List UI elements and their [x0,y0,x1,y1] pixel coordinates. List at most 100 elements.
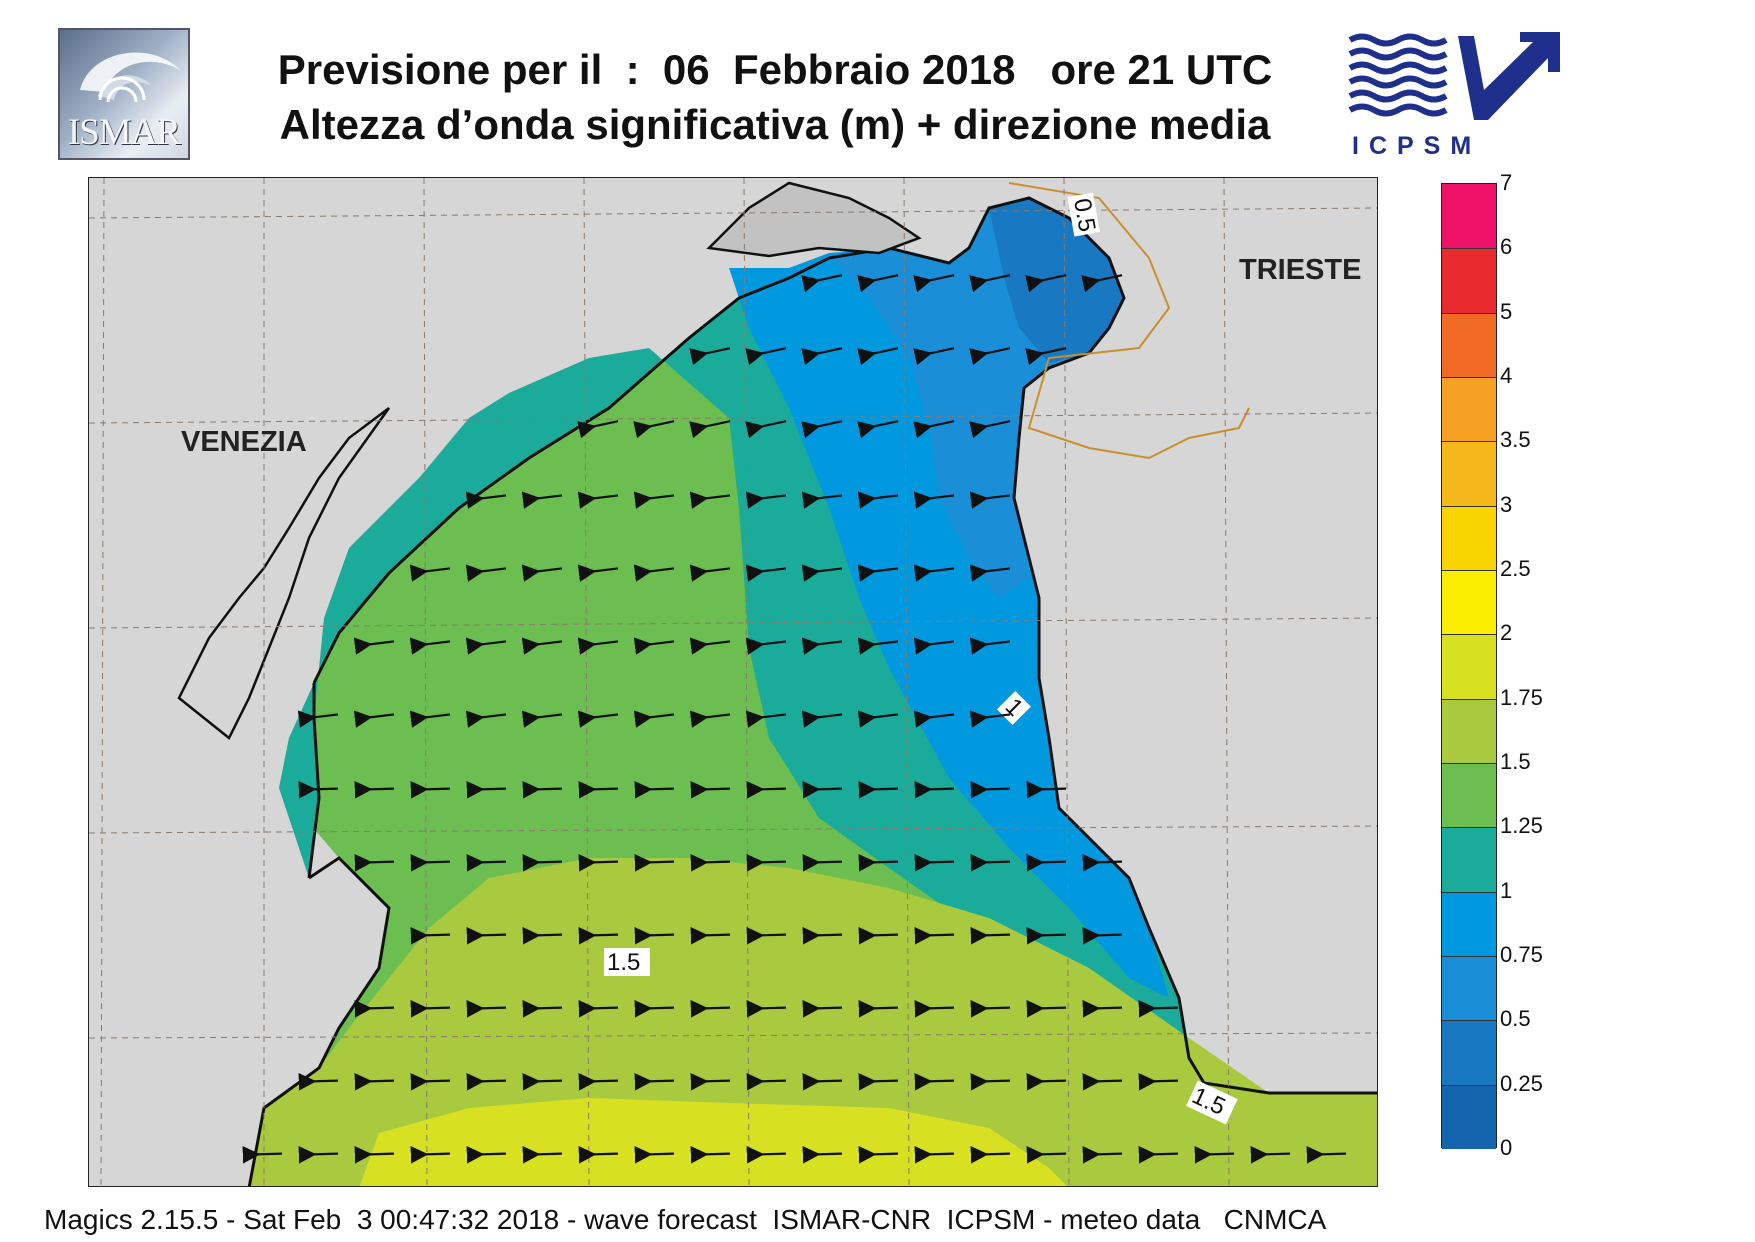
wave-arrow [913,274,955,293]
wave-arrow [466,853,507,872]
colorbar-segment [1442,698,1496,763]
wave-arrow [858,853,899,872]
ismar-logo: ISMAR [58,28,190,160]
wave-arrow [801,564,843,582]
wave-arrow [690,926,731,945]
wave-arrow [914,1145,955,1164]
wave-arrow [913,347,955,366]
colorbar-segment [1442,441,1496,506]
wave-arrow [690,780,731,799]
wave-arrow [689,491,731,509]
colorbar-segment [1442,634,1496,699]
wave-arrow [689,564,731,582]
colorbar-segment [1442,248,1496,313]
wave-arrow [409,710,451,728]
wave-arrow [1138,1145,1179,1164]
colorbar-tick-label: 0.5 [1500,1006,1531,1032]
wave-arrow [466,1072,507,1091]
wave-arrow [1026,780,1067,799]
wave-arrow [857,420,899,439]
wave-arrow [577,637,619,655]
wave-arrow [746,853,787,872]
wave-arrow [1081,274,1123,293]
wave-arrow [1138,1072,1179,1091]
wave-arrow [969,564,1011,582]
wave-arrow [410,926,451,945]
wave-arrow [802,1145,843,1164]
wave-arrow [801,420,843,439]
wave-arrow [354,999,395,1018]
wave-arrow [466,926,507,945]
wave-arrow [746,926,787,945]
wave-arrow [970,999,1011,1018]
city-label-venezia: VENEZIA [181,426,307,458]
colorbar-tick-label: 1 [1500,877,1513,903]
colorbar-tick-label: 1.5 [1500,749,1531,774]
wave-arrow [857,491,899,509]
colorbar-tick-label: 5 [1500,298,1513,324]
wave-arrow [801,491,843,509]
wave-arrow [1082,1072,1123,1091]
wave-arrow [913,637,955,655]
wave-arrow [578,999,619,1018]
wave-arrow [970,1145,1011,1164]
wave-arrow [969,710,1011,728]
wave-arrow [633,420,675,439]
wave-arrow [802,853,843,872]
wave-arrow [522,1072,563,1091]
wave-arrow [746,1145,787,1164]
wave-arrow [1082,926,1123,945]
wave-arrow [801,274,843,293]
colorbar-tick-label: 0.75 [1500,942,1543,967]
wave-arrow [969,420,1011,439]
coastline-northeast [828,196,1377,1095]
wave-arrow [745,710,787,728]
colorbar-segment [1442,891,1496,956]
national-border [1008,182,1250,460]
wave-arrow [522,780,563,799]
wave-arrow [969,637,1011,655]
wave-arrow [634,853,675,872]
wave-arrow [1138,999,1179,1018]
wave-arrow [577,420,619,439]
wave-arrow [521,564,563,582]
colorbar-segment [1442,956,1496,1021]
colorbar-segment [1442,1020,1496,1085]
wave-arrow [857,347,899,366]
wave-arrow [969,491,1011,509]
wave-arrow [690,1072,731,1091]
wave-arrow [745,637,787,655]
wave-arrow [578,1072,619,1091]
zone-1.75-2 [359,1098,1067,1186]
wave-arrow [298,1072,339,1091]
wave-arrow [466,999,507,1018]
wave-arrow [745,491,787,509]
coastline-west [312,256,830,684]
colorbar-segment [1442,505,1496,570]
wave-arrow [689,710,731,728]
wave-arrow [577,710,619,728]
wave-arrow [354,853,395,872]
wave-arrow [689,637,731,655]
wave-arrow [1026,1072,1067,1091]
wave-arrow [858,1072,899,1091]
wave-arrow [522,999,563,1018]
colorbar-segment [1442,763,1496,828]
colorbar-segment [1442,377,1496,442]
wave-arrow [1025,347,1067,366]
wave-arrow [913,564,955,582]
wave-arrow [1026,926,1067,945]
wave-arrow [297,710,339,728]
wave-arrow [633,637,675,655]
wave-arrow [858,780,899,799]
wave-arrow [522,853,563,872]
wave-arrow [1306,1145,1347,1164]
wave-arrow [1025,274,1067,293]
wave-arrow [634,926,675,945]
wave-arrow [521,637,563,655]
wave-arrow [690,1145,731,1164]
colorbar-tick-label: 7 [1500,170,1513,195]
wave-arrow [913,710,955,728]
wave-arrow [465,710,507,728]
wave-arrow [1082,853,1123,872]
